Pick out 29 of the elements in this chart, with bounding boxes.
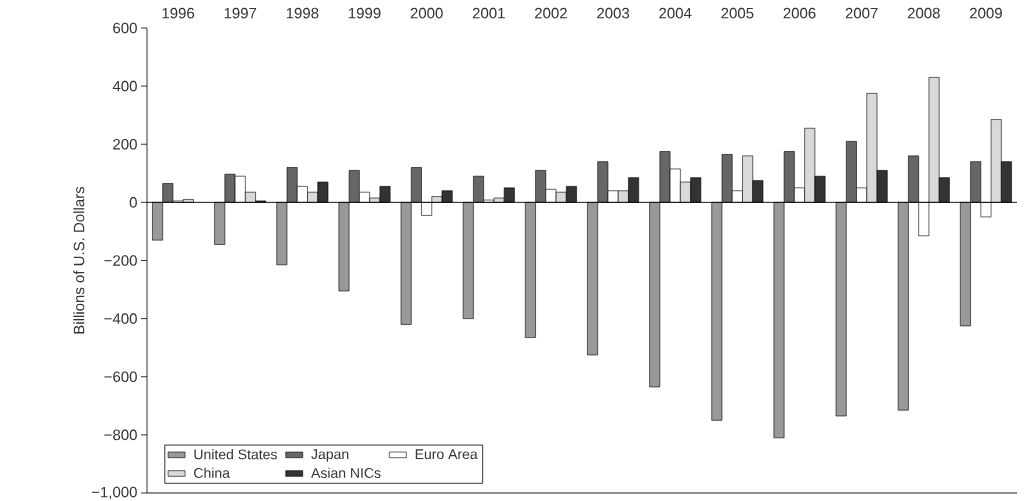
x-tick-label: 2009 (970, 7, 1002, 19)
y-tick-label: −400 (104, 313, 137, 324)
legend-label: Euro Area (415, 449, 478, 460)
y-tick-label: −800 (104, 429, 137, 441)
legend-label: Asian NICs (311, 467, 381, 478)
x-tick-label: 1997 (224, 7, 257, 19)
y-tick-label: 400 (112, 80, 137, 92)
y-tick-label: 0 (129, 197, 137, 208)
x-tick-label: 2001 (472, 7, 505, 19)
x-tick-label: 2003 (597, 7, 630, 19)
x-tick-label: 2000 (410, 7, 443, 19)
legend-label: United States (194, 449, 277, 460)
x-tick-label: 2006 (783, 7, 816, 19)
x-tick-label: 1996 (162, 7, 195, 19)
x-tick-label: 2008 (907, 7, 940, 19)
y-axis-title: Billions of U.S. Dollars (73, 186, 85, 334)
legend-label: Japan (311, 449, 349, 462)
x-tick-label: 2005 (721, 7, 754, 19)
x-tick-label: 2007 (845, 7, 878, 19)
y-tick-label: 600 (113, 22, 137, 34)
x-tick-label: 2002 (535, 7, 567, 19)
y-tick-label: −200 (104, 255, 137, 266)
x-tick-label: 1998 (286, 7, 319, 19)
legend-label: China (194, 467, 230, 478)
y-tick-label: 200 (113, 138, 137, 150)
y-tick-label: −1,000 (91, 486, 137, 500)
x-tick-label: 2004 (659, 7, 692, 19)
x-tick-label: 1999 (348, 7, 381, 19)
y-tick-label: −600 (104, 371, 137, 383)
